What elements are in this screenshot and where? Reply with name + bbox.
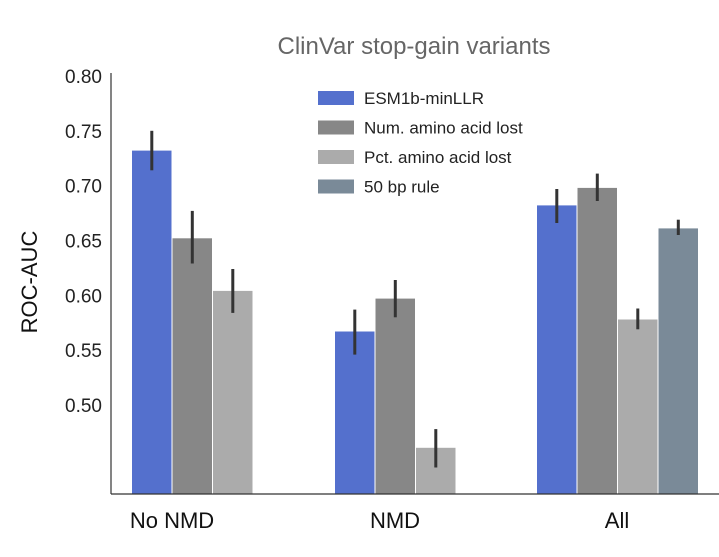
legend-swatch [318,179,354,194]
bar-num-amino-acid-lost-all [577,187,617,494]
bar-num-amino-acid-lost-no-nmd [172,238,212,494]
y-tick-label: 0.80 [65,67,102,88]
y-axis-label: ROC-AUC [17,231,42,334]
y-tick-label: 0.60 [65,286,102,307]
y-tick-label: 0.75 [65,122,102,143]
y-tick-label: 0.55 [65,341,102,362]
legend-label: Pct. amino acid lost [364,148,512,167]
legend-label: Num. amino acid lost [364,119,523,138]
bar-esm1b-minllr-all [537,205,577,494]
axes-layer: No NMD NMD All 0.80 0.75 0.70 0.65 0.60 0.55 0.50 [65,67,719,533]
x-tick-label: NMD [370,508,420,533]
legend-swatch [318,150,354,164]
bar-pct-amino-acid-lost-no-nmd [213,290,253,494]
bar-50-bp-rule-all [658,228,698,494]
legend-swatch [318,120,354,135]
y-tick-label: 0.65 [65,232,102,253]
bar-num-amino-acid-lost-nmd [375,298,415,494]
bar-esm1b-minllr-no-nmd [132,150,172,494]
chart-title: ClinVar stop-gain variants [277,33,550,60]
legend-label: 50 bp rule [364,178,440,197]
legend: ESM1b-minLLR Num. amino acid lost Pct. ami… [318,89,523,197]
x-tick-label: No NMD [130,508,214,533]
legend-label: ESM1b-minLLR [364,89,484,108]
y-tick-label: 0.70 [65,177,102,198]
x-tick-label: All [605,508,629,533]
legend-swatch [318,91,354,105]
bars-layer [132,130,698,494]
bar-esm1b-minllr-nmd [335,331,375,494]
bar-pct-amino-acid-lost-all [618,319,658,494]
y-tick-label: 0.50 [65,396,102,417]
